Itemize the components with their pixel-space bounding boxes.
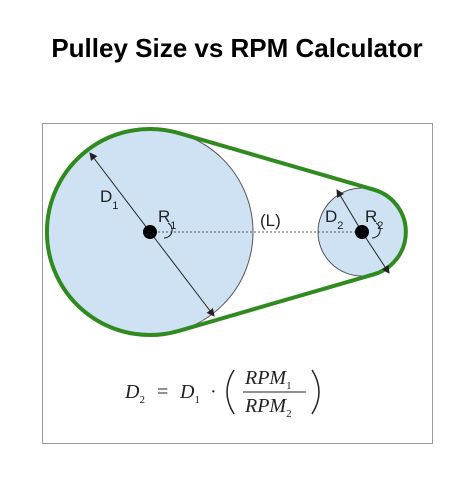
belt — [44, 127, 408, 337]
formula-sub: 2 — [139, 394, 145, 406]
d2-line — [361, 231, 390, 274]
formula-text: RPM — [244, 395, 287, 417]
formula: D2 = D1 · RPM1 RPM2 — [124, 367, 320, 420]
formula-text: D — [124, 381, 140, 403]
paren — [311, 369, 320, 415]
title: Pulley Size vs RPM Calculator — [51, 33, 422, 63]
formula-equals: = — [157, 381, 168, 403]
label-sub: 2 — [337, 220, 343, 232]
d2-line — [336, 189, 363, 233]
label-sub: 1 — [112, 200, 118, 212]
formula-sub: 1 — [286, 380, 292, 392]
formula-denominator: RPM2 — [244, 395, 292, 420]
r1-arc — [163, 222, 173, 239]
formula-numerator: RPM1 — [244, 367, 292, 392]
formula-lhs: D2 — [124, 381, 145, 406]
r2-arc — [371, 222, 381, 239]
label-sub: 2 — [377, 220, 383, 232]
paren — [226, 369, 235, 415]
center-dot — [143, 225, 157, 239]
d2-label: D2 — [325, 207, 343, 232]
d1-label: D1 — [100, 187, 118, 212]
label-text: R — [365, 207, 377, 226]
r1-label: R1 — [158, 207, 176, 232]
r2-label: R2 — [365, 207, 383, 232]
label-text: D — [325, 207, 337, 226]
label-text: R — [158, 207, 170, 226]
d1-line — [149, 231, 215, 317]
center-dot — [355, 225, 369, 239]
length-label: (L) — [260, 211, 281, 230]
formula-text: D — [179, 381, 195, 403]
formula-text: RPM — [244, 367, 287, 389]
formula-rhs: D1 — [179, 381, 200, 406]
formula-sub: 1 — [194, 394, 200, 406]
d1-line — [89, 152, 151, 233]
label-sub: 1 — [170, 220, 176, 232]
formula-dot: · — [210, 381, 217, 403]
label-text: D — [100, 187, 112, 206]
formula-sub: 2 — [286, 408, 292, 420]
